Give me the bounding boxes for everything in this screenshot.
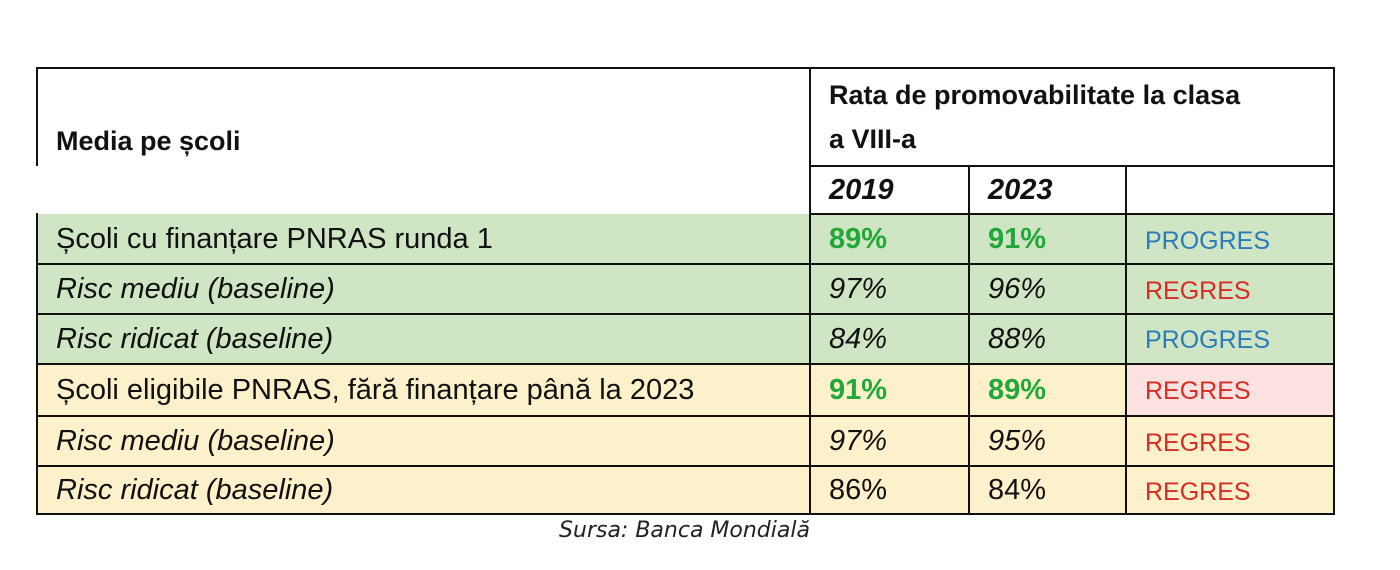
status-regres: REGRES bbox=[1126, 364, 1334, 416]
table-row-label: Școli cu finanțare PNRAS runda 1 bbox=[37, 214, 810, 264]
value-text: 97% bbox=[829, 272, 888, 305]
table-border-top bbox=[36, 67, 1335, 69]
row-divider bbox=[36, 313, 1335, 315]
status-text: REGRES bbox=[1145, 277, 1251, 305]
status-text: REGRES bbox=[1145, 429, 1251, 457]
value-text: 91% bbox=[988, 222, 1047, 255]
row-label: Risc mediu (baseline) bbox=[56, 424, 335, 457]
value-2023: 89% bbox=[969, 364, 1126, 416]
row-divider bbox=[36, 363, 1335, 365]
status-regres: REGRES bbox=[1126, 264, 1334, 314]
value-text: 88% bbox=[988, 322, 1047, 355]
table-row-label: Școli eligibile PNRAS, fără finanțare pâ… bbox=[37, 364, 810, 416]
year-2023-text: 2023 bbox=[988, 173, 1053, 206]
header-row-label: Media pe școli bbox=[37, 68, 810, 214]
group-label-line1: Rata de promovabilitate la clasa bbox=[829, 80, 1241, 110]
row-divider bbox=[36, 263, 1335, 265]
year-2019-text: 2019 bbox=[829, 173, 894, 206]
value-2023: 95% bbox=[969, 416, 1126, 466]
value-2019: 97% bbox=[810, 416, 969, 466]
row-label-text: Media pe școli bbox=[56, 125, 241, 156]
table-border-right bbox=[1333, 67, 1335, 515]
value-text: 84% bbox=[988, 473, 1047, 506]
header-year-2019: 2019 bbox=[810, 166, 969, 214]
value-2019: 86% bbox=[810, 466, 969, 514]
row-divider bbox=[36, 415, 1335, 417]
table-border-left bbox=[36, 67, 38, 166]
table-row-label: Risc ridicat (baseline) bbox=[37, 314, 810, 364]
header-status-blank bbox=[1126, 166, 1334, 214]
row-divider bbox=[36, 465, 1335, 467]
value-2023: 91% bbox=[969, 214, 1126, 264]
status-regres: REGRES bbox=[1126, 416, 1334, 466]
status-text: PROGRES bbox=[1145, 325, 1271, 354]
header-year-2023: 2023 bbox=[969, 166, 1126, 214]
value-text: 84% bbox=[829, 322, 888, 355]
value-text: 91% bbox=[829, 373, 888, 406]
value-text: 97% bbox=[829, 424, 888, 457]
row-label: Risc mediu (baseline) bbox=[56, 272, 335, 305]
row-label: Risc ridicat (baseline) bbox=[56, 322, 334, 355]
value-text: 96% bbox=[988, 272, 1047, 305]
table-row-label: Risc ridicat (baseline) bbox=[37, 466, 810, 514]
header-divider bbox=[809, 165, 1335, 167]
table-border-bottom bbox=[36, 513, 1335, 515]
status-text: PROGRES bbox=[1145, 227, 1271, 255]
source-caption: Sursa: Banca Mondială bbox=[559, 518, 810, 543]
column-divider bbox=[809, 67, 811, 515]
value-2023: 96% bbox=[969, 264, 1126, 314]
value-text: 95% bbox=[988, 424, 1047, 457]
header-group-label: Rata de promovabilitate la clasa a VIII-… bbox=[810, 68, 1334, 166]
value-2019: 89% bbox=[810, 214, 969, 264]
status-text: REGRES bbox=[1145, 477, 1251, 506]
value-2023: 88% bbox=[969, 314, 1126, 364]
group-label-line2: a VIII-a bbox=[829, 124, 917, 154]
table-row-label: Risc mediu (baseline) bbox=[37, 264, 810, 314]
status-text: REGRES bbox=[1145, 377, 1251, 405]
row-label: Risc ridicat (baseline) bbox=[56, 473, 334, 506]
table-row-label: Risc mediu (baseline) bbox=[37, 416, 810, 466]
status-regres: REGRES bbox=[1126, 466, 1334, 514]
value-text: 86% bbox=[829, 473, 888, 506]
row-label: Școli cu finanțare PNRAS runda 1 bbox=[56, 222, 493, 255]
table-border-left bbox=[36, 213, 38, 515]
value-text: 89% bbox=[829, 222, 888, 255]
row-label: Școli eligibile PNRAS, fără finanțare pâ… bbox=[56, 373, 695, 406]
row-divider bbox=[809, 213, 1335, 215]
value-2019: 91% bbox=[810, 364, 969, 416]
value-text: 89% bbox=[988, 373, 1047, 406]
status-progres: PROGRES bbox=[1126, 314, 1334, 364]
value-2023: 84% bbox=[969, 466, 1126, 514]
column-divider bbox=[1125, 165, 1127, 515]
column-divider bbox=[968, 165, 970, 515]
value-2019: 84% bbox=[810, 314, 969, 364]
value-2019: 97% bbox=[810, 264, 969, 314]
status-progres: PROGRES bbox=[1126, 214, 1334, 264]
